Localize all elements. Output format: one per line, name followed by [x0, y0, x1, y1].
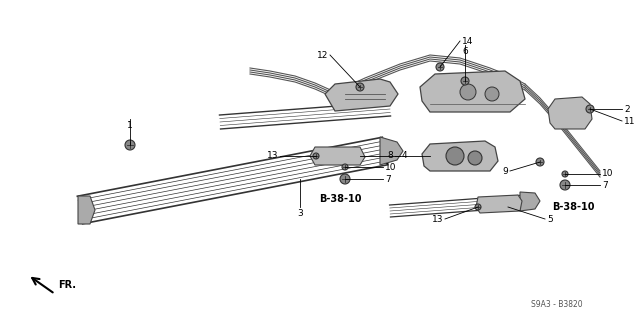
Text: 13: 13 [431, 214, 443, 224]
Polygon shape [380, 137, 403, 165]
Text: 10: 10 [602, 169, 614, 179]
Text: FR.: FR. [58, 280, 76, 290]
Circle shape [468, 151, 482, 165]
Circle shape [560, 180, 570, 190]
Text: 10: 10 [385, 162, 397, 172]
Circle shape [460, 84, 476, 100]
Text: 7: 7 [385, 174, 391, 183]
Circle shape [340, 174, 350, 184]
Text: 3: 3 [297, 209, 303, 218]
Text: S9A3 - B3820: S9A3 - B3820 [531, 300, 582, 309]
Text: 7: 7 [602, 181, 608, 189]
Polygon shape [476, 195, 522, 213]
Text: 5: 5 [547, 214, 553, 224]
Text: 1: 1 [127, 121, 133, 130]
Circle shape [446, 147, 464, 165]
Text: B-38-10: B-38-10 [319, 194, 361, 204]
Circle shape [342, 164, 348, 170]
Circle shape [586, 105, 594, 113]
Text: 13: 13 [266, 152, 278, 160]
Text: 6: 6 [462, 47, 468, 56]
Circle shape [536, 158, 544, 166]
Circle shape [125, 140, 135, 150]
Circle shape [356, 83, 364, 91]
Text: 4: 4 [402, 152, 408, 160]
Text: 8: 8 [387, 152, 393, 160]
Polygon shape [520, 192, 540, 211]
Text: 12: 12 [317, 50, 328, 60]
Text: B-38-10: B-38-10 [552, 202, 595, 212]
Polygon shape [325, 79, 398, 111]
Circle shape [313, 153, 319, 159]
Text: 11: 11 [624, 116, 636, 125]
Circle shape [436, 63, 444, 71]
Polygon shape [420, 71, 525, 112]
Circle shape [475, 204, 481, 210]
Polygon shape [422, 141, 498, 171]
Text: 2: 2 [624, 105, 630, 114]
Circle shape [485, 87, 499, 101]
Circle shape [461, 77, 469, 85]
Polygon shape [310, 147, 365, 165]
Circle shape [562, 171, 568, 177]
Polygon shape [548, 97, 592, 129]
Text: 9: 9 [502, 167, 508, 175]
Polygon shape [78, 196, 95, 224]
Text: 14: 14 [462, 36, 474, 46]
